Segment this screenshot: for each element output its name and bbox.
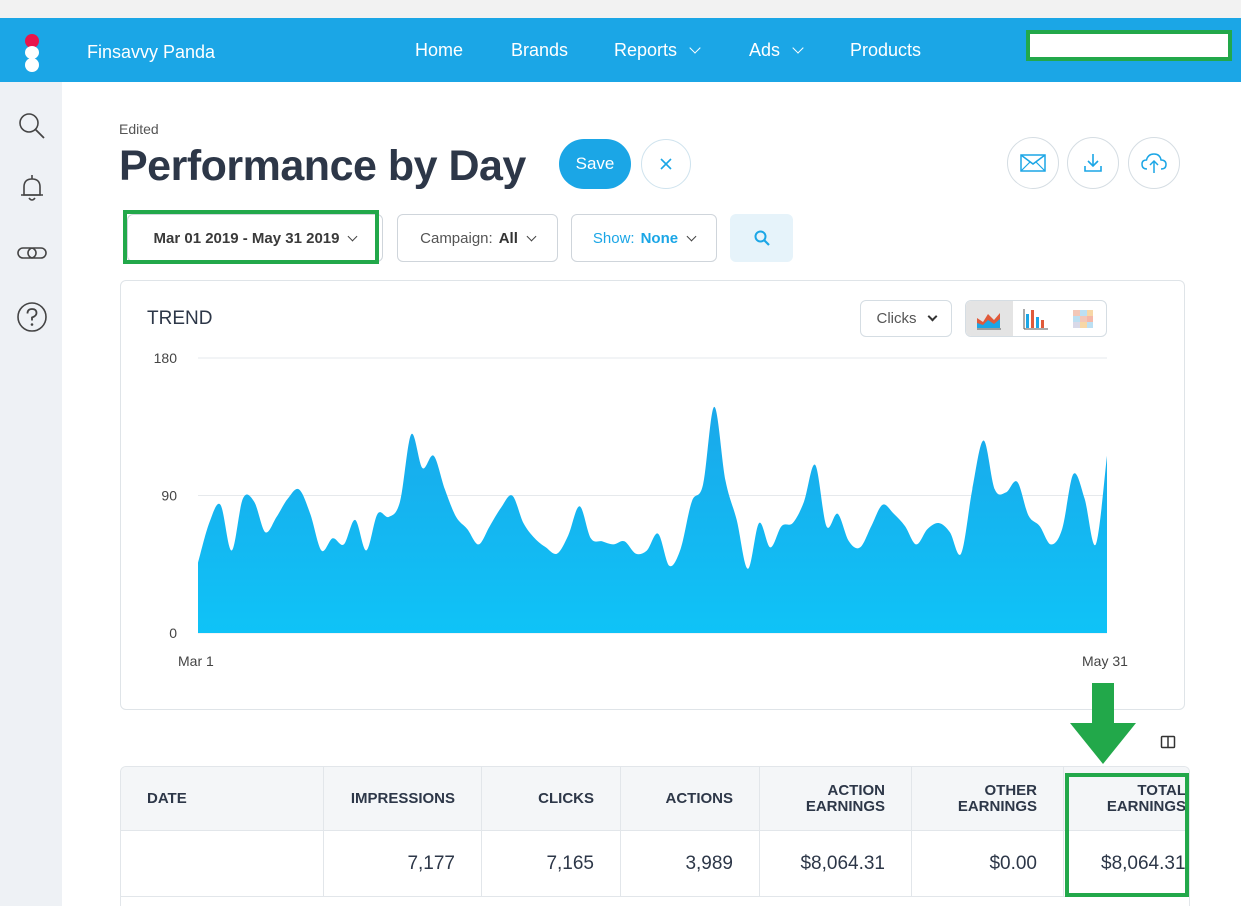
metric-value: Clicks bbox=[876, 310, 917, 327]
table-row[interactable]: 7,177 7,165 3,989 $8,064.31 $0.00 $8,064… bbox=[121, 831, 1189, 897]
edit-status: Edited bbox=[119, 121, 159, 137]
nav-label: Brands bbox=[511, 40, 569, 60]
date-range-picker[interactable]: Mar 01 2019 - May 31 2019 bbox=[127, 214, 383, 262]
bar-chart-button[interactable] bbox=[1013, 301, 1060, 336]
download-button[interactable] bbox=[1067, 137, 1119, 189]
clicks-area-series bbox=[198, 406, 1107, 633]
download-icon bbox=[1084, 154, 1102, 172]
col-action-earnings[interactable]: ACTION EARNINGS bbox=[760, 767, 912, 831]
col-action-earnings-label: ACTION EARNINGS bbox=[805, 782, 885, 815]
down-arrow-annotation bbox=[1070, 683, 1136, 764]
bell-icon[interactable] bbox=[16, 172, 48, 204]
top-navbar: Finsavvy Panda Home Brands Reports Ads P… bbox=[0, 18, 1241, 82]
search-icon[interactable] bbox=[16, 110, 48, 142]
cell-action-earnings: $8,064.31 bbox=[760, 831, 912, 897]
show-filter[interactable]: Show: None bbox=[571, 214, 717, 262]
chart-type-toggle bbox=[965, 300, 1107, 337]
nav-label: Products bbox=[850, 40, 922, 60]
cloud-upload-icon bbox=[1141, 153, 1167, 173]
save-button[interactable]: Save bbox=[559, 139, 631, 189]
show-value: None bbox=[640, 229, 679, 247]
columns-icon[interactable] bbox=[1160, 734, 1176, 750]
sidebar bbox=[0, 82, 62, 906]
col-clicks[interactable]: CLICKS bbox=[482, 767, 621, 831]
trend-chart: 0 90 180 Mar 1 May 31 bbox=[154, 350, 1128, 669]
page-title: Performance by Day bbox=[119, 142, 526, 190]
nav-label: Reports bbox=[614, 40, 678, 60]
nav-label: Home bbox=[415, 40, 464, 60]
discard-button[interactable] bbox=[641, 139, 691, 189]
show-label: Show: bbox=[592, 229, 635, 247]
mail-icon bbox=[1020, 154, 1046, 172]
area-chart-icon bbox=[977, 312, 1002, 329]
nav-brands[interactable]: Brands bbox=[511, 40, 568, 61]
global-search-input[interactable] bbox=[1026, 30, 1232, 61]
cell-total-earnings: $8,064.31 bbox=[1101, 853, 1186, 874]
col-total-earnings-label: TOTAL EARNINGS bbox=[1106, 782, 1186, 815]
chevron-down-icon bbox=[792, 42, 804, 54]
cell-impressions: 7,177 bbox=[324, 831, 482, 897]
link-icon[interactable] bbox=[16, 237, 48, 269]
nav-products[interactable]: Products bbox=[850, 40, 921, 61]
bar-chart-icon bbox=[1023, 308, 1048, 329]
col-date[interactable]: DATE bbox=[121, 767, 324, 831]
heatmap-icon bbox=[1072, 309, 1093, 328]
y-tick-label: 180 bbox=[154, 350, 178, 366]
x-axis-start-label: Mar 1 bbox=[178, 653, 214, 669]
heatmap-button[interactable] bbox=[1059, 301, 1106, 336]
x-axis-end-label: May 31 bbox=[1082, 653, 1128, 669]
chevron-down-icon bbox=[686, 231, 697, 241]
cell-clicks: 7,165 bbox=[482, 831, 621, 897]
table-header: DATE IMPRESSIONS CLICKS ACTIONS ACTION E… bbox=[121, 767, 1189, 831]
help-icon[interactable] bbox=[16, 301, 48, 333]
col-impressions[interactable]: IMPRESSIONS bbox=[324, 767, 482, 831]
top-strip bbox=[0, 0, 1241, 18]
highlight-date-range bbox=[123, 210, 379, 264]
cell-date bbox=[121, 831, 324, 897]
nav-home[interactable]: Home bbox=[415, 40, 463, 61]
performance-table: DATE IMPRESSIONS CLICKS ACTIONS ACTION E… bbox=[120, 766, 1190, 906]
campaign-filter[interactable]: Campaign: All bbox=[397, 214, 558, 262]
chevron-down-icon bbox=[526, 231, 537, 241]
col-other-earnings[interactable]: OTHER EARNINGS bbox=[912, 767, 1064, 831]
cell-actions: 3,989 bbox=[621, 831, 760, 897]
area-chart-button[interactable] bbox=[966, 301, 1013, 336]
app-name: Finsavvy Panda bbox=[87, 42, 216, 62]
col-total-earnings[interactable]: TOTAL EARNINGS bbox=[1064, 767, 1189, 831]
highlight-total-earnings bbox=[1065, 773, 1189, 897]
col-other-earnings-label: OTHER EARNINGS bbox=[957, 782, 1037, 815]
metric-select[interactable]: Clicks bbox=[860, 300, 952, 337]
nav-label: Ads bbox=[749, 40, 781, 60]
y-tick-label: 0 bbox=[169, 625, 177, 641]
email-report-button[interactable] bbox=[1007, 137, 1059, 189]
chevron-down-icon bbox=[927, 311, 937, 322]
chevron-down-icon bbox=[689, 42, 701, 54]
search-icon bbox=[754, 230, 770, 246]
cloud-export-button[interactable] bbox=[1128, 137, 1180, 189]
y-tick-label: 90 bbox=[161, 488, 177, 504]
trend-title: TREND bbox=[147, 308, 213, 329]
nav-reports[interactable]: Reports bbox=[614, 40, 701, 61]
apply-search-button[interactable] bbox=[730, 214, 793, 262]
campaign-label: Campaign: bbox=[420, 229, 493, 247]
nav-ads[interactable]: Ads bbox=[749, 40, 804, 61]
col-actions[interactable]: ACTIONS bbox=[621, 767, 760, 831]
logo[interactable] bbox=[24, 34, 40, 72]
close-icon bbox=[660, 158, 672, 170]
cell-other-earnings: $0.00 bbox=[912, 831, 1064, 897]
date-range-label: Mar 01 2019 - May 31 2019 bbox=[153, 229, 340, 247]
campaign-value: All bbox=[498, 229, 518, 247]
